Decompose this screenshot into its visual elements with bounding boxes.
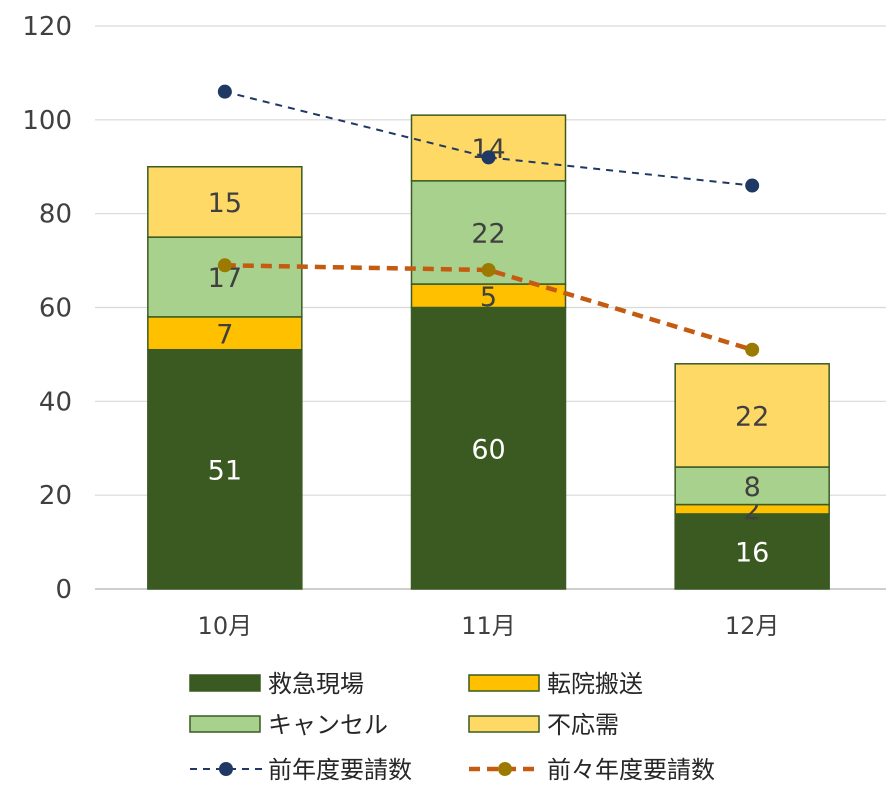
bar-segment (410, 114, 567, 182)
series-marker (217, 84, 232, 99)
y-tick-label: 100 (22, 106, 72, 136)
y-tick-label: 0 (55, 575, 72, 605)
bar-data-label: 22 (471, 218, 505, 249)
y-tick-label: 80 (39, 200, 72, 230)
legend-label: 前年度要請数 (268, 756, 412, 784)
bar-segment (674, 466, 830, 506)
series-marker (481, 262, 496, 277)
y-tick-label: 120 (22, 12, 72, 42)
series-marker (217, 258, 232, 273)
legend-swatch (189, 715, 261, 733)
bar-data-label: 8 (744, 472, 761, 503)
x-axis: 10月 11月 12月 (198, 612, 780, 640)
bar-segment (147, 316, 303, 351)
legend-swatch (468, 715, 540, 733)
bar-segment (147, 236, 303, 318)
bar-data-label: 22 (735, 401, 769, 432)
bar-segment (674, 363, 830, 468)
series-line (224, 90, 753, 187)
line-layer (217, 84, 760, 357)
legend-swatch (468, 674, 540, 692)
x-tick-label: 11月 (461, 612, 516, 640)
bar-segment (410, 306, 567, 590)
y-tick-label: 20 (39, 481, 72, 511)
legend-label: 転院搬送 (547, 670, 643, 698)
bar-data-label: 51 (208, 455, 242, 486)
series-marker (745, 342, 760, 357)
legend-label: キャンセル (268, 711, 388, 739)
bar-data-label: 60 (471, 434, 505, 465)
legend-label: 不応需 (547, 711, 619, 739)
series-marker (745, 178, 760, 193)
bar-data-label: 5 (480, 282, 497, 313)
legend-swatch (189, 674, 261, 692)
x-tick-label: 12月 (725, 612, 780, 640)
bar-segment (674, 513, 830, 590)
bar-segment (147, 166, 303, 238)
legend-marker (498, 762, 512, 776)
legend-label: 救急現場 (268, 670, 364, 698)
bar-segment (147, 348, 303, 590)
series-marker (481, 150, 496, 165)
y-axis: 0 20 40 60 80 100 120 (22, 12, 72, 605)
y-tick-label: 40 (39, 387, 72, 417)
legend-marker (219, 762, 233, 776)
legend-label: 前々年度要請数 (547, 756, 715, 784)
bar-data-label: 16 (735, 537, 769, 568)
bar-data-label: 15 (208, 188, 242, 219)
x-tick-label: 10月 (198, 612, 253, 640)
bar-data-label: 7 (216, 319, 233, 350)
y-tick-label: 60 (39, 294, 72, 324)
